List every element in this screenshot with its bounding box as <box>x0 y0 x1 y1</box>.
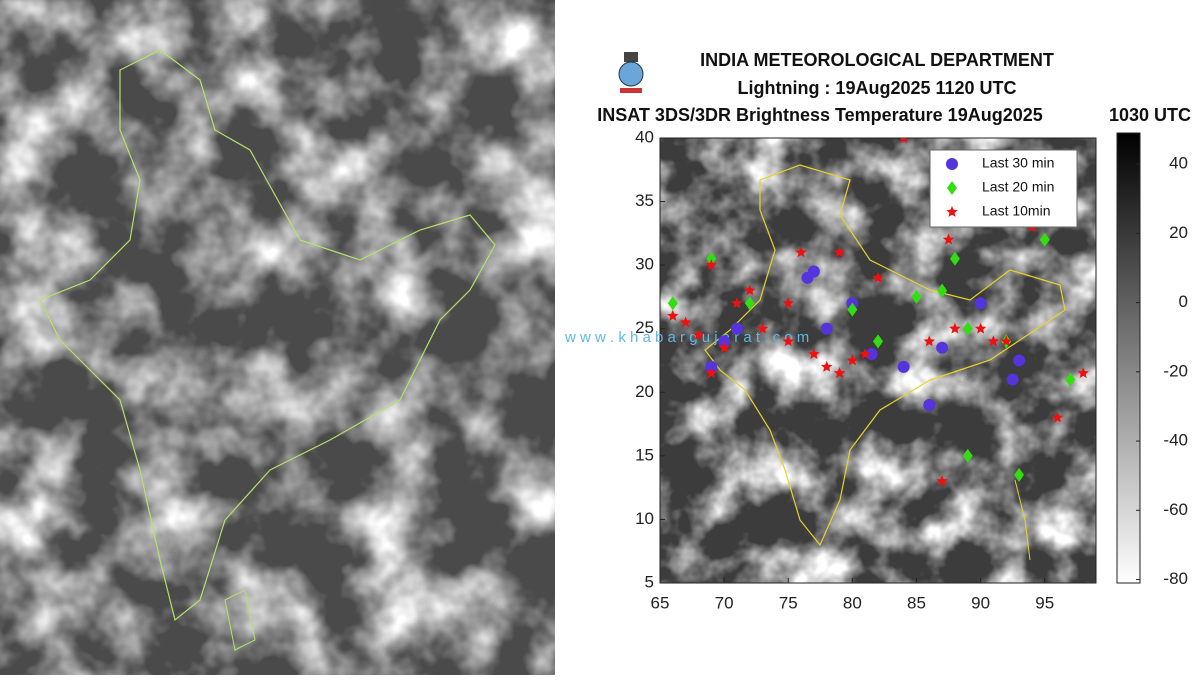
legend-label: Last 20 min <box>982 179 1054 195</box>
lightning-10min <box>859 348 871 359</box>
title: INSAT 3DS/3DR Brightness Temperature 19A… <box>597 105 1042 125</box>
imd-logo <box>618 52 644 93</box>
lightning-30min <box>865 348 878 361</box>
lightning-10min <box>808 348 820 359</box>
watermark: w w w . k h a b a r g u j a r a t . c o … <box>564 329 809 346</box>
lightning-20min <box>847 302 858 317</box>
lightning-10min <box>782 297 794 309</box>
lightning-20min <box>962 321 973 336</box>
lightning-10min <box>942 233 955 245</box>
lightning-20min <box>911 289 922 304</box>
x-tick-label: 80 <box>843 593 862 612</box>
lightning-10min <box>821 360 833 372</box>
lightning-10min <box>667 310 679 321</box>
x-tick-label: 95 <box>1035 593 1054 612</box>
lightning-20min <box>949 251 960 266</box>
lightning-30min <box>897 360 910 373</box>
lightning-marks <box>667 138 1089 487</box>
lightning-20min <box>706 251 717 266</box>
lightning-10min <box>987 335 1000 347</box>
lightning-10min <box>782 335 794 347</box>
legend-label: Last 30 min <box>982 155 1054 171</box>
lightning-30min <box>705 360 718 373</box>
lightning-10min <box>923 335 935 347</box>
org-title: INDIA METEOROLOGICAL DEPARTMENT <box>700 50 1054 70</box>
lightning-20min <box>744 296 755 311</box>
lightning-30min <box>730 322 743 335</box>
colorbar-tick-label: 0 <box>1179 292 1188 311</box>
colorbar-tick-label: -40 <box>1163 431 1188 450</box>
lightning-10min <box>872 271 884 283</box>
lightning-20min <box>667 296 678 311</box>
lightning-30min <box>923 399 936 411</box>
legend: Last 30 min Last 20 min Last 10min <box>929 149 1078 228</box>
colorbar-tick-label: -80 <box>1163 569 1188 588</box>
lightning-10min <box>833 246 846 258</box>
x-tick-label: 90 <box>971 593 990 612</box>
lightning-20min <box>1065 372 1076 387</box>
lightning-10min <box>833 367 846 379</box>
x-tick-label: 70 <box>715 593 734 612</box>
lightning-10min <box>731 297 743 309</box>
colorbar-tick-label: 40 <box>1169 154 1188 173</box>
x-tick-label: 85 <box>907 593 926 612</box>
lightning-30min <box>936 341 949 354</box>
lightning-10min <box>1000 335 1012 347</box>
lightning-20min <box>947 181 957 195</box>
x-tick-label: 65 <box>651 593 670 612</box>
colorbar-tick-label: -60 <box>1163 500 1188 519</box>
lightning-30min <box>974 297 987 310</box>
lightning-10min <box>946 206 958 217</box>
lightning-30min <box>718 335 731 348</box>
lightning-10min <box>1077 367 1089 379</box>
colorbar-tick-label: -20 <box>1163 361 1188 380</box>
y-tick-label: 35 <box>635 191 654 210</box>
y-tick-label: 40 <box>635 127 654 146</box>
lightning-10min <box>679 316 692 328</box>
lightning-30min <box>946 158 958 170</box>
plot-frame <box>659 137 1097 584</box>
lightning-10min <box>705 367 717 379</box>
lightning-10min <box>756 322 769 334</box>
lightning-30min <box>820 322 833 335</box>
lightning-10min <box>900 138 908 143</box>
lightning-10min <box>846 354 859 366</box>
lightning-20min <box>937 283 948 298</box>
lightning-10min <box>705 259 717 270</box>
lightning-10min <box>936 475 948 487</box>
x-tick-label: 75 <box>779 593 798 612</box>
y-tick-label: 15 <box>635 445 654 464</box>
lightning-20min <box>873 334 883 349</box>
lightning-10min <box>974 322 987 334</box>
lightning-10min <box>795 246 807 258</box>
y-tick-label: 30 <box>635 255 654 274</box>
lightning-10min <box>949 322 961 334</box>
y-tick-label: 10 <box>635 509 654 528</box>
y-tick-label: 5 <box>645 572 654 591</box>
lightning-10min <box>1051 411 1064 423</box>
lightning-20min <box>1039 232 1050 247</box>
lightning-10min <box>718 341 730 353</box>
subtitle: Lightning : 19Aug2025 1120 UTC <box>737 78 1016 98</box>
lightning-10min <box>692 329 705 340</box>
y-tick-label: 20 <box>635 382 654 401</box>
colorbar-tick-label: 20 <box>1169 223 1188 242</box>
lightning-20min <box>1014 467 1025 482</box>
lightning-30min <box>1013 354 1026 367</box>
satellite-image <box>0 0 555 675</box>
colorbar <box>1116 132 1141 584</box>
y-tick-label: 25 <box>635 318 654 337</box>
lightning-20min <box>962 448 973 463</box>
lightning-30min <box>801 271 814 284</box>
legend-label: Last 10min <box>982 203 1050 219</box>
lightning-30min <box>1006 373 1019 386</box>
lightning-10min <box>744 284 756 296</box>
time-label: 1030 UTC <box>1109 105 1191 125</box>
